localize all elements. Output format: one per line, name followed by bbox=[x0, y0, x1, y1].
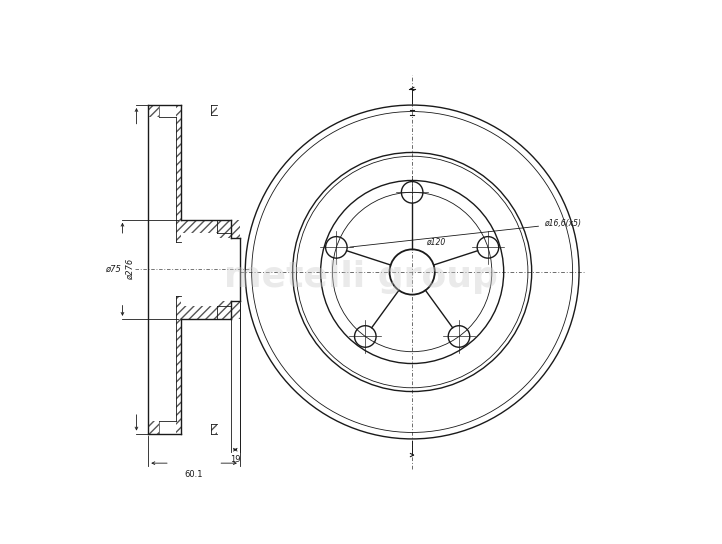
Text: ø120: ø120 bbox=[425, 238, 445, 247]
Text: ø75: ø75 bbox=[105, 265, 121, 274]
Text: 60.1: 60.1 bbox=[185, 469, 204, 479]
Text: metelli group: metelli group bbox=[224, 261, 498, 294]
Text: ø276: ø276 bbox=[126, 259, 135, 280]
Text: ø16,6(x5): ø16,6(x5) bbox=[350, 219, 581, 247]
Text: 19: 19 bbox=[230, 455, 240, 464]
